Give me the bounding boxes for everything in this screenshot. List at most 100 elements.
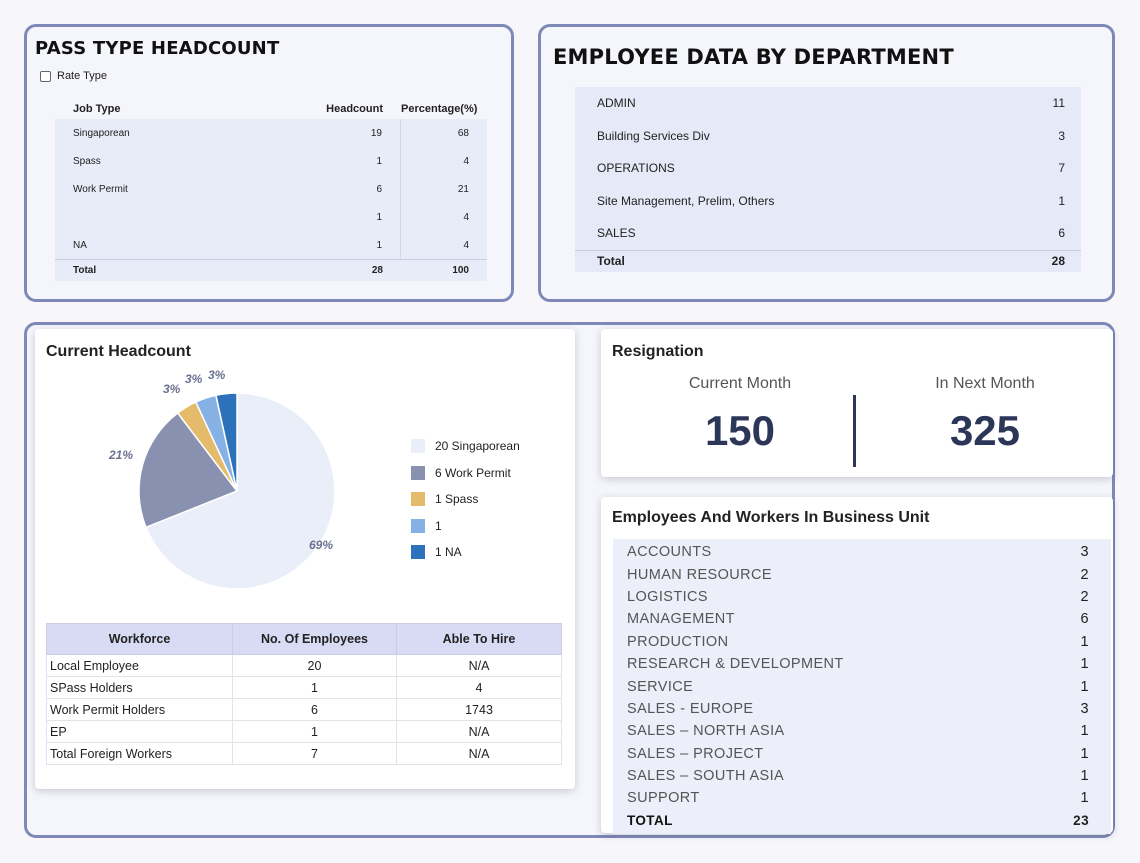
col-workforce[interactable]: Workforce: [46, 623, 233, 655]
job-type-cell: Singaporean: [73, 127, 130, 139]
hire-cell: 4: [396, 676, 562, 699]
unit-name: SALES - EUROPE: [627, 700, 754, 717]
pie-label-singaporean: 69%: [309, 538, 334, 552]
table-row: Spass 1 4: [55, 147, 487, 175]
workforce-cell: Total Foreign Workers: [46, 742, 233, 765]
rate-type-checkbox[interactable]: [40, 70, 51, 82]
table-total-row: Total 28: [575, 249, 1081, 272]
list-item: PRODUCTION 1: [613, 631, 1111, 653]
dept-name: SALES: [597, 226, 636, 241]
headcount-cell: 6: [301, 175, 401, 203]
pie-slice-work-permit[interactable]: [138, 411, 239, 529]
pie-label-na: 3%: [208, 368, 226, 382]
business-unit-card: Employees And Workers In Business Unit A…: [601, 497, 1113, 835]
table-row: OPERATIONS 7: [575, 152, 1081, 185]
total-count: 23: [1073, 813, 1089, 829]
pie-label-work-permit: 21%: [109, 448, 134, 462]
dept-count: 11: [1052, 96, 1065, 111]
total-label: TOTAL: [627, 813, 673, 829]
current-headcount-title: Current Headcount: [46, 343, 191, 360]
total-headcount: 28: [371, 265, 383, 276]
headcount-pie-chart: [138, 392, 336, 590]
col-able-to-hire[interactable]: Able To Hire: [396, 623, 562, 655]
headcount-cell: 1: [301, 203, 401, 231]
workforce-cell: Work Permit Holders: [46, 698, 233, 721]
list-item: SALES – NORTH ASIA 1: [613, 720, 1111, 742]
list-item: HUMAN RESOURCE 2: [613, 563, 1111, 585]
unit-count: 2: [1080, 588, 1089, 605]
legend-swatch: [411, 439, 425, 454]
dept-name: Site Management, Prelim, Others: [597, 193, 775, 208]
dept-name: OPERATIONS: [597, 161, 675, 176]
employees-cell: 20: [232, 654, 397, 677]
unit-count: 3: [1080, 544, 1089, 561]
unit-count: 1: [1080, 745, 1089, 762]
unit-count: 6: [1080, 611, 1089, 628]
legend-label: 6 Work Permit: [435, 465, 511, 480]
table-row: SPass Holders 1 4: [46, 676, 562, 699]
table-row: Local Employee 20 N/A: [46, 654, 562, 677]
department-table: ADMIN 11 Building Services Div 3 OPERATION…: [575, 87, 1081, 272]
unit-count: 1: [1080, 633, 1089, 650]
unit-count: 1: [1080, 790, 1089, 807]
percentage-cell: 68: [457, 127, 469, 139]
hire-cell: N/A: [396, 720, 562, 743]
unit-name: RESEARCH & DEVELOPMENT: [627, 656, 844, 673]
workforce-cell: Local Employee: [46, 654, 233, 677]
unit-count: 2: [1080, 566, 1089, 583]
headcount-cell: 19: [301, 119, 401, 147]
department-title: EMPLOYEE DATA BY DEPARTMENT: [553, 45, 954, 69]
legend-item-spass[interactable]: 1 Spass: [411, 486, 520, 513]
pie-label-spass: 3%: [163, 382, 181, 396]
legend-item-work-permit[interactable]: 6 Work Permit: [411, 460, 520, 487]
list-item: RESEARCH & DEVELOPMENT 1: [613, 653, 1111, 675]
dept-count: 1: [1058, 193, 1065, 208]
pass-table-header: Job Type Headcount Percentage(%): [55, 99, 487, 119]
legend-item-other[interactable]: 1: [411, 513, 520, 540]
list-item: MANAGEMENT 6: [613, 608, 1111, 630]
job-type-cell: NA: [73, 239, 87, 251]
percentage-cell: 4: [463, 155, 469, 167]
legend-label: 1 NA: [435, 545, 462, 560]
pie-slice-singaporean[interactable]: [144, 392, 336, 590]
pie-label-other: 3%: [185, 372, 203, 386]
unit-count: 1: [1080, 656, 1089, 673]
dept-name: Building Services Div: [597, 128, 710, 143]
pass-type-panel: PASS TYPE HEADCOUNT Rate Type Job Type H…: [24, 24, 514, 302]
percentage-cell: 4: [463, 239, 469, 251]
unit-name: SERVICE: [627, 678, 694, 695]
resignation-card: Resignation Current Month 150 In Next Mo…: [601, 329, 1113, 477]
dept-count: 6: [1058, 226, 1065, 241]
job-type-cell: Spass: [73, 155, 101, 167]
rate-type-toggle[interactable]: Rate Type: [40, 70, 107, 82]
headcount-cell: 1: [301, 231, 401, 259]
legend-item-na[interactable]: 1 NA: [411, 539, 520, 566]
col-headcount[interactable]: Headcount: [326, 103, 383, 115]
workforce-cell: SPass Holders: [46, 676, 233, 699]
table-row: NA 1 4: [55, 231, 487, 259]
rate-type-label: Rate Type: [57, 70, 107, 82]
pie-slice-na[interactable]: [215, 392, 238, 492]
legend-item-singaporean[interactable]: 20 Singaporean: [411, 433, 520, 460]
legend-label: 1 Spass: [435, 492, 479, 507]
list-item: SERVICE 1: [613, 675, 1111, 697]
unit-name: SALES – SOUTH ASIA: [627, 768, 785, 785]
percentage-cell: 21: [457, 183, 469, 195]
unit-name: SALES – PROJECT: [627, 745, 764, 762]
table-row: 1 4: [55, 203, 487, 231]
list-item: LOGISTICS 2: [613, 586, 1111, 608]
list-item: SALES – SOUTH ASIA 1: [613, 765, 1111, 787]
list-total-row: TOTAL 23: [613, 810, 1111, 832]
pass-type-table: Job Type Headcount Percentage(%) Singapo…: [55, 99, 487, 281]
employees-cell: 6: [232, 698, 397, 721]
pie-legend: 20 Singaporean 6 Work Permit 1 Spass 1 1…: [411, 433, 520, 566]
col-job-type[interactable]: Job Type: [73, 103, 121, 115]
employees-cell: 1: [232, 676, 397, 699]
employees-cell: 7: [232, 742, 397, 765]
total-count: 28: [1051, 254, 1065, 268]
col-percentage[interactable]: Percentage(%): [401, 103, 478, 115]
hire-cell: 1743: [396, 698, 562, 721]
col-employees[interactable]: No. Of Employees: [232, 623, 397, 655]
percentage-cell: 4: [463, 211, 469, 223]
total-label: Total: [597, 254, 625, 268]
